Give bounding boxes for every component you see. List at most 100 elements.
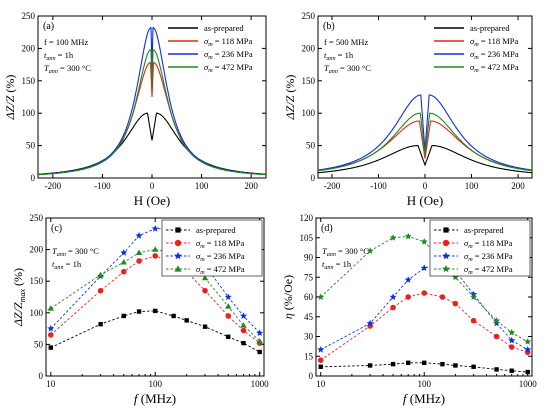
data-point <box>422 360 427 366</box>
data-point <box>240 322 247 328</box>
legend-label: σm = 118 MPa <box>204 36 253 48</box>
data-point <box>136 309 142 314</box>
x-tick-label: 100 <box>195 181 209 191</box>
panel-label: (a) <box>43 21 54 32</box>
data-point <box>47 305 54 311</box>
data-point <box>47 332 54 338</box>
data-point <box>152 246 159 252</box>
y-tick-label: 250 <box>302 11 316 21</box>
legend-label: as-prepared <box>464 225 504 235</box>
data-point <box>471 364 476 369</box>
series-line <box>320 235 528 343</box>
legend-label: σm = 118 MPa <box>464 238 513 250</box>
data-point <box>120 259 127 265</box>
data-point <box>508 344 515 350</box>
legend-marker <box>174 251 182 260</box>
x-tick-label: 200 <box>244 181 258 191</box>
series-line <box>318 112 532 172</box>
x-tick-label: -100 <box>94 181 111 191</box>
data-point <box>524 338 532 345</box>
y-tick-label: 50 <box>26 141 36 151</box>
data-point <box>451 273 459 281</box>
y-tick-label: 100 <box>302 108 316 118</box>
data-point <box>98 321 103 327</box>
y-tick-label: 250 <box>22 11 36 21</box>
data-point <box>318 364 323 369</box>
data-point <box>225 303 232 309</box>
chart-panel-d: 10 100 1000 0 15 30 45 60 75 90 105 120 f (MHz) η (%/… <box>281 213 537 406</box>
data-point <box>493 317 501 324</box>
y-axis-label: ΔZ/Z (%) <box>3 75 17 121</box>
y-tick-label: 200 <box>30 245 44 255</box>
y-tick-label: 150 <box>302 76 316 86</box>
series-line <box>320 292 528 361</box>
data-point <box>153 308 158 314</box>
x-tick-label: 100 <box>417 379 431 389</box>
y-tick-label: 45 <box>304 312 314 322</box>
y-tick-label: 30 <box>304 332 314 342</box>
data-point <box>240 327 247 334</box>
series-line <box>50 255 260 344</box>
legend-label: σm = 236 MPa <box>470 49 519 61</box>
data-point <box>421 290 428 296</box>
data-point <box>48 345 53 350</box>
annotation: tann = 1h <box>44 50 74 62</box>
data-point <box>97 287 104 294</box>
annotation: tann = 1h <box>322 259 352 271</box>
legend-label: as-prepared <box>196 225 236 235</box>
data-point <box>241 340 246 346</box>
legend-label: σm = 236 MPa <box>204 49 253 61</box>
y-axis-label: ΔZ/Z (%) <box>283 75 297 121</box>
chart-panel-c: 10 100 1000 0 50 100 150 200 250 f (MHz) ΔZ/Zmax (… <box>11 213 269 406</box>
annotation: Tann = 300 °C <box>324 63 371 75</box>
data-point <box>256 329 264 336</box>
data-point <box>420 238 428 245</box>
data-point <box>453 363 458 368</box>
y-tick-label: 105 <box>300 233 314 243</box>
data-point <box>171 313 176 319</box>
y-tick-label: 100 <box>22 108 36 118</box>
x-tick-label: 200 <box>511 181 525 191</box>
legend-label: σm = 472 MPa <box>464 264 513 276</box>
data-point <box>470 317 477 324</box>
data-point <box>224 293 232 300</box>
series-line <box>318 94 532 171</box>
x-tick-label: 10 <box>46 379 56 389</box>
data-point <box>404 276 412 283</box>
x-axis-label: H (Oe) <box>407 193 443 208</box>
chart-panel-b: -200 -100 0 100 200 0 50 100 150 200 250 H (Oe) ΔZ/Z… <box>283 11 533 208</box>
data-point <box>257 349 262 355</box>
x-axis-label: f (MHz) <box>403 391 445 406</box>
x-tick-label: 1000 <box>251 379 270 389</box>
data-point <box>389 293 397 300</box>
series-line <box>318 145 532 174</box>
y-tick-label: 0 <box>309 371 314 381</box>
x-tick-label: 1000 <box>519 379 538 389</box>
legend-label: σm = 118 MPa <box>470 36 519 48</box>
data-point <box>366 247 374 254</box>
y-tick-label: 0 <box>31 173 36 183</box>
data-point <box>470 293 478 300</box>
legend-label: σm = 472 MPa <box>196 264 245 276</box>
y-tick-label: 15 <box>304 351 314 361</box>
annotation: Tann = 300 °C <box>44 63 91 75</box>
y-tick-label: 100 <box>30 308 44 318</box>
data-point <box>201 274 209 281</box>
series-line <box>38 49 266 176</box>
data-point <box>184 318 189 323</box>
panel-label: (b) <box>323 21 335 32</box>
data-point <box>366 319 374 327</box>
data-point <box>494 367 499 372</box>
y-tick-label: 150 <box>22 76 36 86</box>
data-point <box>120 268 127 275</box>
data-point <box>439 294 446 300</box>
data-point <box>152 253 159 259</box>
data-point <box>240 312 247 319</box>
y-tick-label: 50 <box>34 339 44 349</box>
data-point <box>440 361 445 367</box>
x-tick-label: -200 <box>45 181 62 191</box>
data-point <box>202 324 208 329</box>
